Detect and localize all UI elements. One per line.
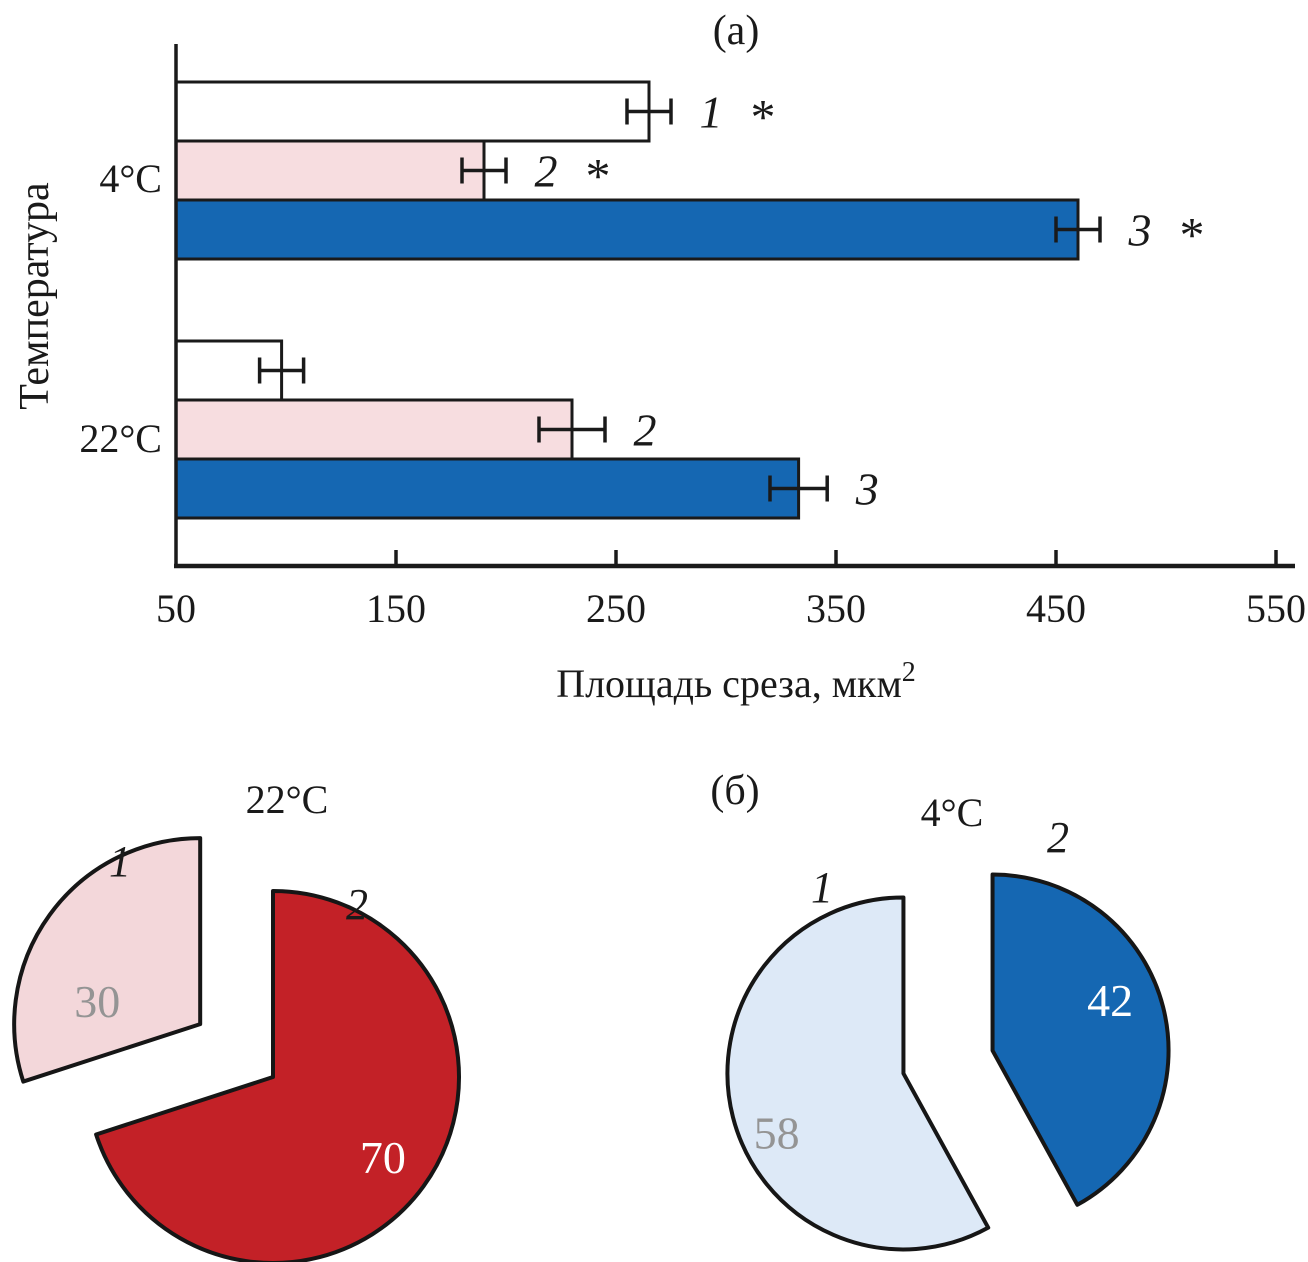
pie-slice-tag: 2 (1047, 813, 1069, 862)
significance-star: * (586, 148, 611, 204)
significance-star: * (751, 89, 776, 145)
x-tick-label: 150 (366, 586, 426, 631)
panel-b-title: (б) (710, 768, 759, 814)
category-label-4c: 4°C (99, 156, 162, 201)
bar-series-label: 2 (535, 146, 558, 197)
pie-slice-4°C-2 (990, 872, 1171, 1207)
x-tick-label: 50 (156, 586, 196, 631)
pie-slice-tag: 2 (346, 880, 368, 929)
pie-title-4°C: 4°C (921, 790, 984, 835)
bar-22°C-series-2 (174, 398, 574, 461)
pie-slice-22°C-2 (94, 889, 461, 1262)
pie-slice-4°C-1 (725, 895, 991, 1252)
y-axis-title: Температура (12, 182, 58, 410)
bar-series-label: 3 (855, 464, 879, 515)
pie-value-label: 58 (754, 1108, 800, 1159)
x-tick-label: 250 (586, 586, 646, 631)
pie-slice-tag: 1 (109, 837, 131, 886)
pie-value-label: 30 (74, 976, 120, 1027)
bar-series-label: 2 (634, 405, 657, 456)
pie-title-22°C: 22°C (246, 777, 329, 822)
bar-22°C-series-3 (174, 457, 801, 520)
bar-4°C-series-1 (174, 80, 651, 143)
pie-slice-22°C-1 (12, 836, 203, 1084)
bar-4°C-series-3 (174, 198, 1080, 261)
bar-4°C-series-2 (174, 139, 486, 202)
bar-series-label: 3 (1128, 205, 1152, 256)
x-tick-label: 350 (806, 586, 866, 631)
x-tick-label: 450 (1026, 586, 1086, 631)
category-label-22c: 22°C (79, 416, 162, 461)
pie-value-label: 42 (1087, 975, 1133, 1026)
pie-value-label: 70 (360, 1132, 406, 1183)
bar-series-label: 1 (700, 87, 723, 138)
pie-slice-tag: 1 (811, 863, 833, 912)
panel-a-title: (а) (713, 8, 760, 54)
x-axis-title: Площадь среза, мкм2 (556, 657, 916, 706)
x-tick-label: 550 (1246, 586, 1306, 631)
significance-star: * (1180, 207, 1205, 263)
